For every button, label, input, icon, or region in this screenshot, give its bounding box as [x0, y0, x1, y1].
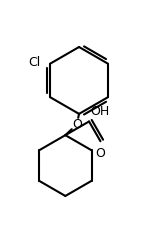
Text: Cl: Cl: [29, 56, 41, 69]
Text: O: O: [72, 118, 82, 131]
Text: O: O: [95, 147, 105, 160]
Text: OH: OH: [91, 106, 110, 118]
